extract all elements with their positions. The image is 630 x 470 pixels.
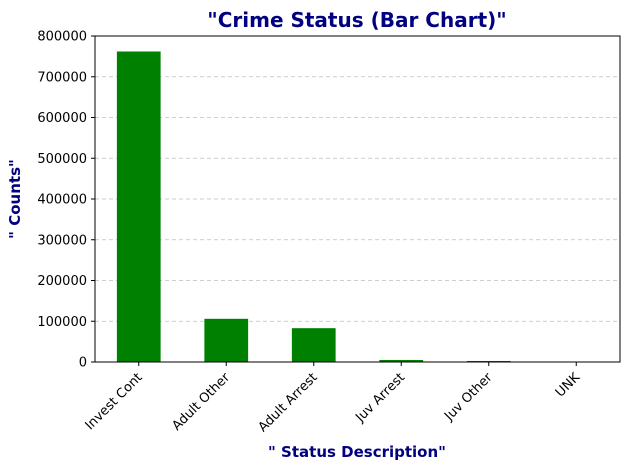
y-tick-label: 400000 (37, 193, 87, 208)
x-tick-label: Adult Other (169, 370, 233, 434)
y-tick-label: 0 (79, 356, 87, 371)
x-axis-title: " Status Description" (268, 443, 446, 461)
x-tick-label: Adult Arrest (256, 370, 321, 435)
bar-adult-arrest (291, 328, 336, 362)
y-tick-label: 800000 (37, 30, 87, 45)
x-tick-label: UNK (553, 370, 584, 401)
bar-invest-cont (116, 51, 161, 363)
y-tick-label: 200000 (37, 274, 87, 289)
chart-title: "Crime Status (Bar Chart)" (207, 8, 506, 32)
y-tick-label: 600000 (37, 111, 87, 126)
x-tick-label: Invest Cont (83, 370, 146, 433)
grid-lines (95, 76, 620, 322)
bar-adult-other (204, 318, 249, 362)
bar-juv-other (466, 360, 511, 362)
y-axis-ticks: 0 100000 200000 300000 400000 500000 600000 700… (37, 30, 95, 371)
x-axis-ticks: Invest Cont Adult Other Adult Arrest Juv Ar… (83, 362, 584, 435)
x-tick-label: Juv Arrest (352, 370, 408, 426)
y-tick-label: 500000 (37, 152, 87, 167)
y-axis-title: " Counts" (6, 159, 24, 239)
bars (116, 51, 599, 363)
y-tick-label: 300000 (37, 233, 87, 248)
y-tick-label: 100000 (37, 315, 87, 330)
x-tick-label: Juv Other (441, 370, 496, 425)
y-tick-label: 700000 (37, 70, 87, 85)
bar-juv-arrest (379, 359, 424, 362)
